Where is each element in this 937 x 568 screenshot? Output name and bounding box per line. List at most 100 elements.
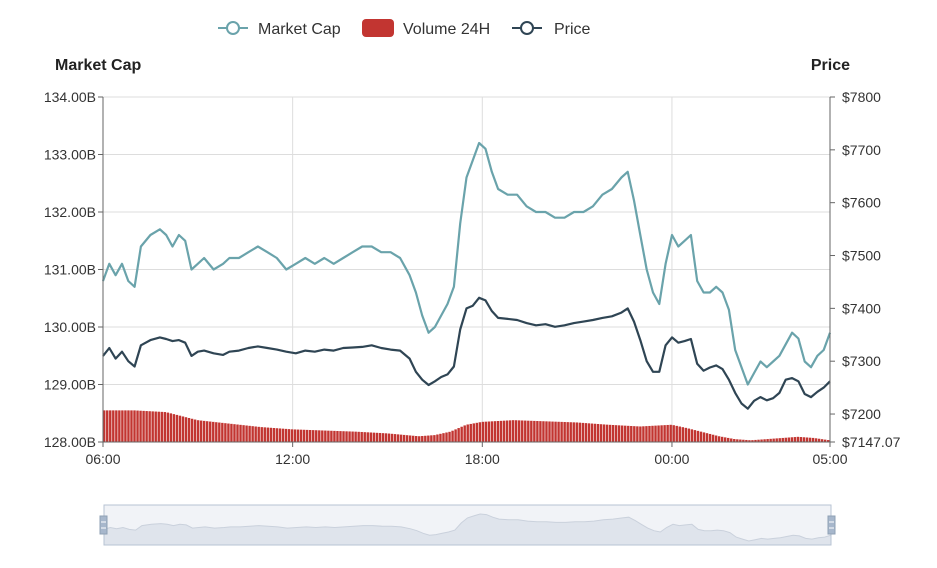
volume-bar	[284, 428, 288, 442]
volume-bar	[799, 437, 803, 442]
volume-bar	[248, 425, 251, 442]
y-left-tick-label: 132.00B	[44, 204, 96, 220]
volume-bar	[205, 421, 209, 442]
y-right-tick-label: $7200	[842, 406, 881, 422]
volume-bar	[436, 434, 439, 442]
axes: 128.00B 129.00B 130.00B 131.00B 132.00B 133.0…	[44, 89, 901, 467]
volume-bar	[363, 432, 366, 442]
volume-bar	[633, 426, 636, 442]
legend-item-market-cap[interactable]: Market Cap	[218, 21, 341, 38]
volume-bar	[254, 426, 257, 442]
volume-bar	[103, 410, 106, 442]
volume-bar	[299, 429, 303, 442]
volume-bar	[139, 410, 142, 442]
volume-bar	[369, 432, 372, 442]
volume-bar	[427, 435, 430, 442]
volume-bar	[390, 433, 394, 442]
y-right-tick-label: $7500	[842, 248, 881, 264]
legend-label-price: Price	[554, 21, 591, 38]
volume-bar	[736, 439, 739, 442]
data-zoom-preview	[103, 513, 832, 546]
volume-bar	[218, 422, 221, 442]
volume-bar	[642, 426, 645, 442]
volume-bar	[602, 424, 606, 442]
volume-bar	[430, 435, 433, 442]
volume-bar	[575, 422, 578, 442]
volume-bar	[714, 435, 718, 442]
volume-bar	[411, 435, 415, 442]
volume-bar	[781, 437, 784, 442]
volume-bar	[802, 437, 806, 442]
volume-bar	[393, 434, 397, 442]
volume-bar	[757, 439, 760, 442]
volume-bar	[227, 423, 230, 442]
volume-bar	[221, 422, 224, 442]
volume-bar	[133, 410, 136, 442]
volume-bar	[348, 431, 351, 442]
volume-bar	[660, 425, 663, 442]
volume-bar	[312, 430, 315, 442]
volume-bar	[678, 426, 681, 442]
volume-bar	[584, 423, 588, 442]
volume-bar	[605, 424, 609, 442]
market-cap-legend-icon	[226, 21, 240, 35]
volume-bar	[569, 422, 572, 442]
volume-bar	[124, 410, 127, 442]
market-cap-line	[101, 141, 832, 386]
volume-bar	[360, 431, 363, 442]
volume-bar	[766, 439, 769, 442]
volume-bar	[778, 438, 781, 442]
volume-bar	[193, 419, 197, 442]
volume-bar	[826, 440, 830, 442]
volume-bar	[742, 439, 745, 442]
volume-bar	[563, 422, 566, 442]
y-right-tick-label: $7600	[842, 195, 881, 211]
volume-bar	[723, 437, 727, 442]
volume-bar	[639, 426, 642, 442]
volume-bar	[187, 417, 191, 442]
volume-bar	[321, 430, 324, 442]
volume-bar	[181, 416, 185, 442]
volume-bar	[454, 429, 457, 442]
volume-bar	[357, 431, 360, 442]
volume-bar	[702, 432, 706, 442]
volume-bar	[711, 434, 715, 442]
volume-bar	[342, 431, 345, 442]
volume-bar	[545, 421, 548, 442]
volume-bar	[324, 430, 327, 442]
volume-bar	[739, 439, 742, 442]
volume-legend-icon	[362, 19, 394, 37]
volume-bar	[654, 425, 657, 442]
volume-bar	[463, 425, 466, 442]
volume-bar	[496, 421, 500, 442]
legend-item-volume[interactable]: Volume 24H	[362, 19, 490, 38]
volume-bar	[339, 431, 342, 442]
legend[interactable]: Market Cap Volume 24H Price	[218, 19, 591, 38]
volume-bar	[475, 422, 479, 442]
legend-item-price[interactable]: Price	[512, 21, 591, 38]
volume-bar	[751, 440, 754, 442]
volume-bar	[608, 424, 612, 442]
volume-bar	[596, 423, 600, 442]
data-zoom-handle-left[interactable]	[99, 515, 108, 535]
volume-bar	[614, 425, 618, 442]
volume-bar	[720, 436, 724, 442]
volume-bar	[566, 422, 569, 442]
volume-bar	[202, 420, 206, 442]
data-zoom-handle-right[interactable]	[827, 515, 836, 535]
volume-bar	[308, 429, 312, 442]
volume-bar	[384, 433, 388, 442]
volume-bar	[536, 421, 539, 442]
volume-bar	[106, 410, 109, 442]
volume-bar	[209, 421, 212, 442]
volume-bar	[648, 425, 651, 442]
volume-bar	[196, 420, 200, 442]
x-tick-label: 05:00	[812, 451, 847, 467]
volume-bar	[727, 437, 730, 442]
volume-bar	[690, 429, 694, 442]
data-zoom-slider[interactable]	[99, 504, 836, 546]
volume-bar	[142, 410, 145, 442]
volume-bar	[805, 437, 809, 442]
volume-bar	[166, 412, 170, 442]
data-zoom-window[interactable]	[103, 504, 832, 546]
